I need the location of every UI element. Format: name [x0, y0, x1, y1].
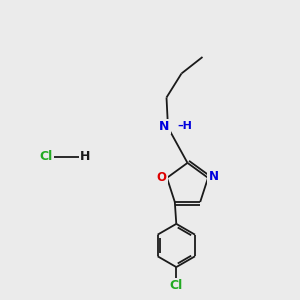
Text: N: N: [159, 120, 170, 134]
Text: O: O: [157, 171, 166, 184]
Text: –H: –H: [178, 121, 193, 131]
Text: N: N: [208, 170, 218, 183]
Text: Cl: Cl: [40, 150, 53, 163]
Text: H: H: [80, 150, 91, 163]
Text: Cl: Cl: [170, 280, 183, 292]
